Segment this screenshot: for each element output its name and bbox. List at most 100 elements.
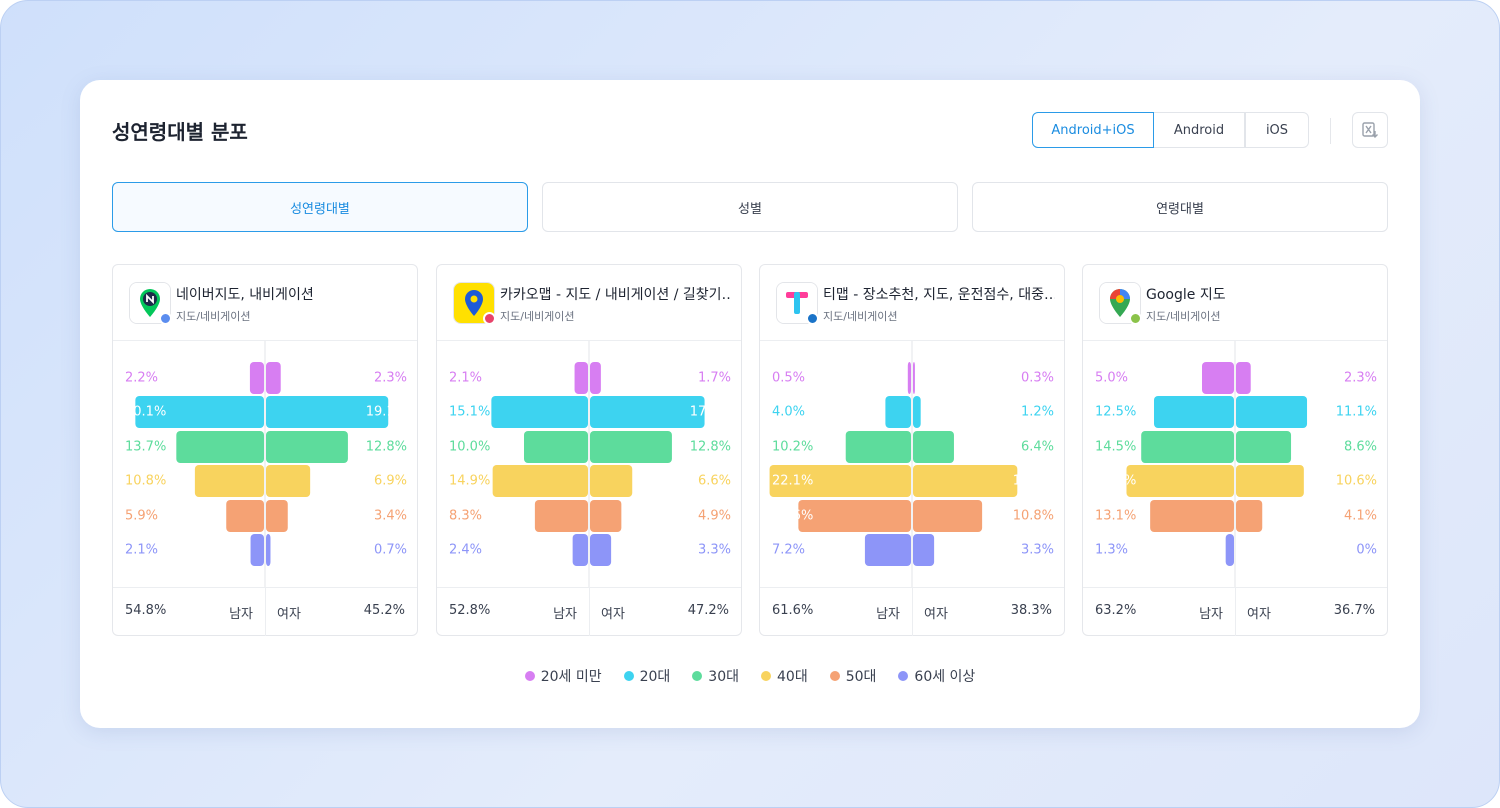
legend-label: 50대 [845, 669, 877, 685]
divider [437, 587, 741, 588]
female-bar [913, 534, 935, 566]
female-total: 45.2% [363, 603, 405, 618]
legend-label: 30대 [708, 669, 739, 685]
app-category: 지도/네비게이션 [500, 310, 575, 323]
female-value-label: 6.6% [698, 474, 731, 489]
platform-badge [806, 312, 819, 325]
view-tab[interactable]: 성연령대별 [112, 182, 528, 232]
male-bar [226, 500, 264, 532]
app-icon [1099, 282, 1142, 325]
female-total: 36.7% [1333, 603, 1375, 618]
view-tab[interactable]: 연령대별 [972, 182, 1388, 232]
male-value-label: 14.9% [449, 474, 490, 489]
divider [589, 588, 590, 636]
app-panel: 티맵 - 장소추천, 지도, 운전점수, 대중… 지도/네비게이션 0.5% 0.3%… [759, 264, 1065, 636]
divider [1330, 118, 1331, 144]
female-value-label: 6.4% [1021, 440, 1054, 455]
female-value-label: 1.7% [698, 371, 731, 386]
male-bar [1150, 500, 1234, 532]
female-bar [590, 534, 612, 566]
pyramid-chart: 2.1% 1.7% 15.1% 17.9% 10.0% 12.8% 14.9% 6.6% 8.3… [449, 341, 731, 587]
female-bar [913, 362, 915, 394]
male-value-label: 12.5% [1095, 405, 1136, 420]
male-value-label: 7.2% [772, 543, 805, 558]
female-bar [590, 500, 622, 532]
male-value-label: 15.1% [449, 405, 490, 420]
female-bar [590, 465, 633, 497]
platform-tab[interactable]: Android [1153, 112, 1245, 148]
app-icon [453, 282, 496, 325]
female-value-label: 3.4% [374, 509, 407, 524]
female-bar [590, 362, 601, 394]
male-value-label: 2.2% [125, 371, 158, 386]
legend-dot [829, 671, 840, 681]
excel-download-button[interactable] [1352, 112, 1388, 148]
app-panel: Google 지도 지도/네비게이션 5.0% 2.3% 12.5% 11.1% 14.5%… [1082, 264, 1388, 636]
male-value-label: 2.1% [125, 543, 158, 558]
female-bar [1236, 465, 1304, 497]
male-bar [845, 431, 911, 463]
female-value-label: 2.3% [374, 371, 407, 386]
legend-dot [761, 671, 771, 681]
female-value-label: 12.8% [690, 440, 731, 455]
platform-tab[interactable]: iOS [1245, 112, 1309, 148]
female-bar [1236, 396, 1308, 428]
app-name: 티맵 - 장소추천, 지도, 운전점수, 대중… [823, 287, 1055, 303]
female-bar [266, 500, 288, 532]
male-bar [1202, 362, 1234, 394]
divider [1083, 340, 1387, 341]
male-value-label: 10.8% [125, 474, 166, 489]
male-bar [491, 396, 588, 428]
female-bar [1236, 500, 1263, 532]
female-bar [266, 534, 271, 566]
legend: 20세 미만 20대 30대 40대 50대 60세 이상 [0, 666, 1500, 686]
pyramid-chart: 5.0% 2.3% 12.5% 11.1% 14.5% 8.6% 16.8% 10.6% 13.… [1095, 341, 1377, 587]
legend-label: 60세 이상 [914, 669, 976, 685]
female-value-label: 8.6% [1344, 440, 1377, 455]
app-panel: 네이버지도, 내비게이션 지도/네비게이션 2.2% 2.3% 20.1% 19.1% 13… [112, 264, 418, 636]
platform-tab[interactable]: Android+iOS [1032, 112, 1154, 148]
male-value-label: 1.3% [1095, 543, 1128, 558]
female-value-label: 4.9% [698, 509, 731, 524]
app-icon [129, 282, 172, 325]
male-bar [249, 362, 264, 394]
legend-item: 50대 [829, 666, 877, 686]
female-bar [1236, 431, 1292, 463]
male-value-label: 13.7% [125, 440, 166, 455]
male-value-label: 5.9% [125, 509, 158, 524]
legend-dot [692, 671, 703, 681]
female-total: 47.2% [687, 603, 729, 618]
female-bar [913, 431, 954, 463]
female-bar [266, 362, 281, 394]
female-value-label: 2.3% [1344, 371, 1377, 386]
platform-badge [483, 312, 496, 325]
female-label: 여자 [924, 607, 948, 622]
male-bar [798, 500, 911, 532]
divider [1235, 588, 1236, 636]
divider [912, 588, 913, 636]
app-category: 지도/네비게이션 [823, 310, 898, 323]
male-bar [1225, 534, 1234, 566]
male-value-label: 20.1% [125, 405, 166, 420]
legend-dot [623, 671, 634, 681]
female-value-label: 16.3% [1013, 474, 1054, 489]
male-bar [176, 431, 264, 463]
male-total: 52.8% [449, 603, 491, 618]
female-label: 여자 [277, 607, 301, 622]
divider [760, 340, 1064, 341]
app-name: 카카오맵 - 지도 / 내비게이션 / 길찾기… [500, 287, 732, 303]
view-tab[interactable]: 성별 [542, 182, 958, 232]
female-value-label: 19.1% [366, 405, 407, 420]
male-bar [135, 396, 264, 428]
female-bar [266, 396, 389, 428]
legend-item: 30대 [692, 666, 739, 686]
female-label: 여자 [601, 607, 625, 622]
male-bar [1141, 431, 1234, 463]
female-label: 여자 [1247, 607, 1271, 622]
app-icon [776, 282, 819, 325]
male-total: 54.8% [125, 603, 167, 618]
male-value-label: 4.0% [772, 405, 805, 420]
female-value-label: 10.6% [1336, 474, 1377, 489]
male-value-label: 16.8% [1095, 474, 1136, 489]
